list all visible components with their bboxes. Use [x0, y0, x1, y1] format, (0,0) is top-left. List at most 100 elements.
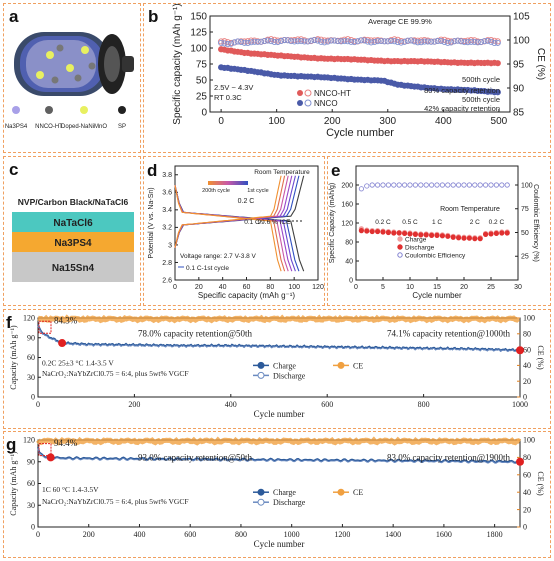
annotation: 500th cycle: [462, 75, 500, 84]
nnco-ht-point: [494, 60, 501, 67]
annotation: 42% capacity retention: [424, 104, 500, 113]
annotation: 500th cycle: [462, 95, 500, 104]
y-tick-label: 90: [27, 333, 35, 342]
ce-nnco-point: [404, 37, 411, 44]
discharge-curve: [174, 185, 282, 272]
ce-nnco-point: [424, 38, 431, 45]
discharge-point: [423, 232, 429, 238]
discharge-trace: [37, 447, 521, 465]
ce-nnco-point: [231, 39, 238, 46]
y-tick-label: 30: [27, 373, 35, 382]
ce-nnco-point: [241, 39, 248, 46]
cell-layer-label: Na15Sn4: [52, 263, 95, 274]
ce-nnco-point: [464, 39, 471, 46]
ce-nnco-point: [224, 41, 231, 48]
ce-nnco-point: [354, 38, 361, 45]
cell-layer: [12, 252, 134, 282]
ce-nnco-ht-point: [294, 36, 301, 43]
y-tick-label: 3: [168, 242, 172, 249]
discharge-point: [401, 230, 408, 237]
ce-nnco-point: [294, 38, 301, 45]
x-tick-label: 500: [491, 116, 508, 127]
y-tick-label: 90: [27, 457, 35, 466]
ce-nnco-point: [288, 38, 295, 45]
x-tick-label: 1000: [284, 530, 300, 539]
discharge-point: [396, 230, 402, 236]
x-tick-label: 400: [435, 116, 452, 127]
annotation: Room Temperature: [440, 206, 500, 213]
ce-nnco-point: [361, 37, 368, 44]
ce-point: [472, 182, 478, 188]
x-tick-label: 0: [36, 400, 40, 409]
legend-label: SP: [118, 124, 126, 130]
cell-layer-stack: NVP/Carbon Black/NaTaCl6 NaTaCl6 Na3PS4 Na1…: [12, 190, 134, 282]
ce-nnco-point: [261, 37, 268, 45]
discharge-point: [428, 232, 435, 238]
annotation: Room Temperature: [254, 169, 310, 176]
charge-curve: [174, 175, 282, 248]
ce-nnco-point: [394, 38, 401, 46]
legend-marker: [12, 106, 20, 114]
ce-point: [504, 182, 510, 188]
y-tick-label: 60: [27, 353, 35, 362]
y-tick-label: 30: [27, 501, 35, 510]
annotation: 0.1 C: [244, 219, 260, 226]
ce-nnco-point: [324, 38, 331, 45]
legend-label: Discharge: [405, 245, 435, 252]
annotation: 0.1 C-1st cycle: [186, 265, 229, 272]
ce-nnco-point: [384, 38, 391, 45]
chart-e: 0 5 10 15 20 25 30 0 40 80 120 160 200 25 50 75 100 Cycle…: [329, 165, 539, 300]
ce-nnco-point: [291, 38, 298, 45]
ce-point: [466, 182, 472, 188]
x-axis-title: Cycle number: [254, 539, 305, 549]
discharge-point: [455, 235, 462, 241]
ce-nnco-point: [308, 37, 315, 44]
x-tick-label: 0: [173, 284, 177, 291]
ce-point: [407, 182, 413, 188]
y-tick-label: 100: [190, 43, 207, 54]
x-tick-label: 100: [288, 284, 300, 291]
charge-curve: [174, 175, 293, 248]
y-tick-label: 3.8: [162, 172, 172, 179]
ce-nnco-point: [461, 39, 468, 46]
charge-curve: [174, 175, 289, 248]
x-tick-label: 0: [218, 116, 224, 127]
y2-tick-label: 0: [523, 393, 527, 402]
retention-marker-end: [516, 346, 524, 355]
ce-nnco-ht-point: [244, 38, 251, 45]
discharge-point: [364, 228, 370, 234]
ce-nnco-point: [454, 37, 461, 44]
annotation: 84.3%: [54, 315, 78, 325]
ce-nnco-ht-point: [414, 37, 421, 44]
ce-point: [477, 182, 483, 188]
cycle-colorbar: [208, 181, 248, 185]
ce-point: [364, 183, 370, 189]
legend-label: Discharge: [273, 371, 306, 380]
ce-nnco-point: [414, 39, 421, 46]
discharge-point: [477, 236, 483, 242]
discharge-point: [482, 231, 489, 237]
ce-point: [401, 182, 408, 188]
x-tick-label: 20: [460, 284, 468, 291]
ce-nnco-ht-point: [471, 37, 478, 44]
y-tick-label: 200: [341, 182, 353, 189]
discharge-point: [450, 234, 456, 240]
ce-nnco-point: [364, 38, 371, 45]
legend-label: Discharge: [273, 498, 306, 507]
x-tick-label: 1000: [512, 400, 528, 409]
ce-nnco-point: [348, 38, 355, 45]
x-tick-label: 800: [418, 400, 430, 409]
discharge-trace: [37, 325, 520, 353]
discharge-point: [499, 230, 505, 236]
y2-tick-label: 95: [513, 59, 525, 70]
y-tick-label: 2.6: [162, 277, 172, 284]
ce-nnco-point: [478, 38, 485, 46]
annotation: 80% capacity retention: [424, 86, 500, 95]
panel-f-label: f: [6, 313, 12, 332]
y-tick-label: 120: [23, 314, 35, 323]
ce-nnco-point: [304, 38, 311, 45]
initial-highlight-box: [38, 443, 52, 457]
legend-label: Doped-NaNiMnO: [61, 124, 107, 130]
ce-nnco-point: [451, 38, 458, 45]
ce-nnco-point: [491, 39, 498, 46]
